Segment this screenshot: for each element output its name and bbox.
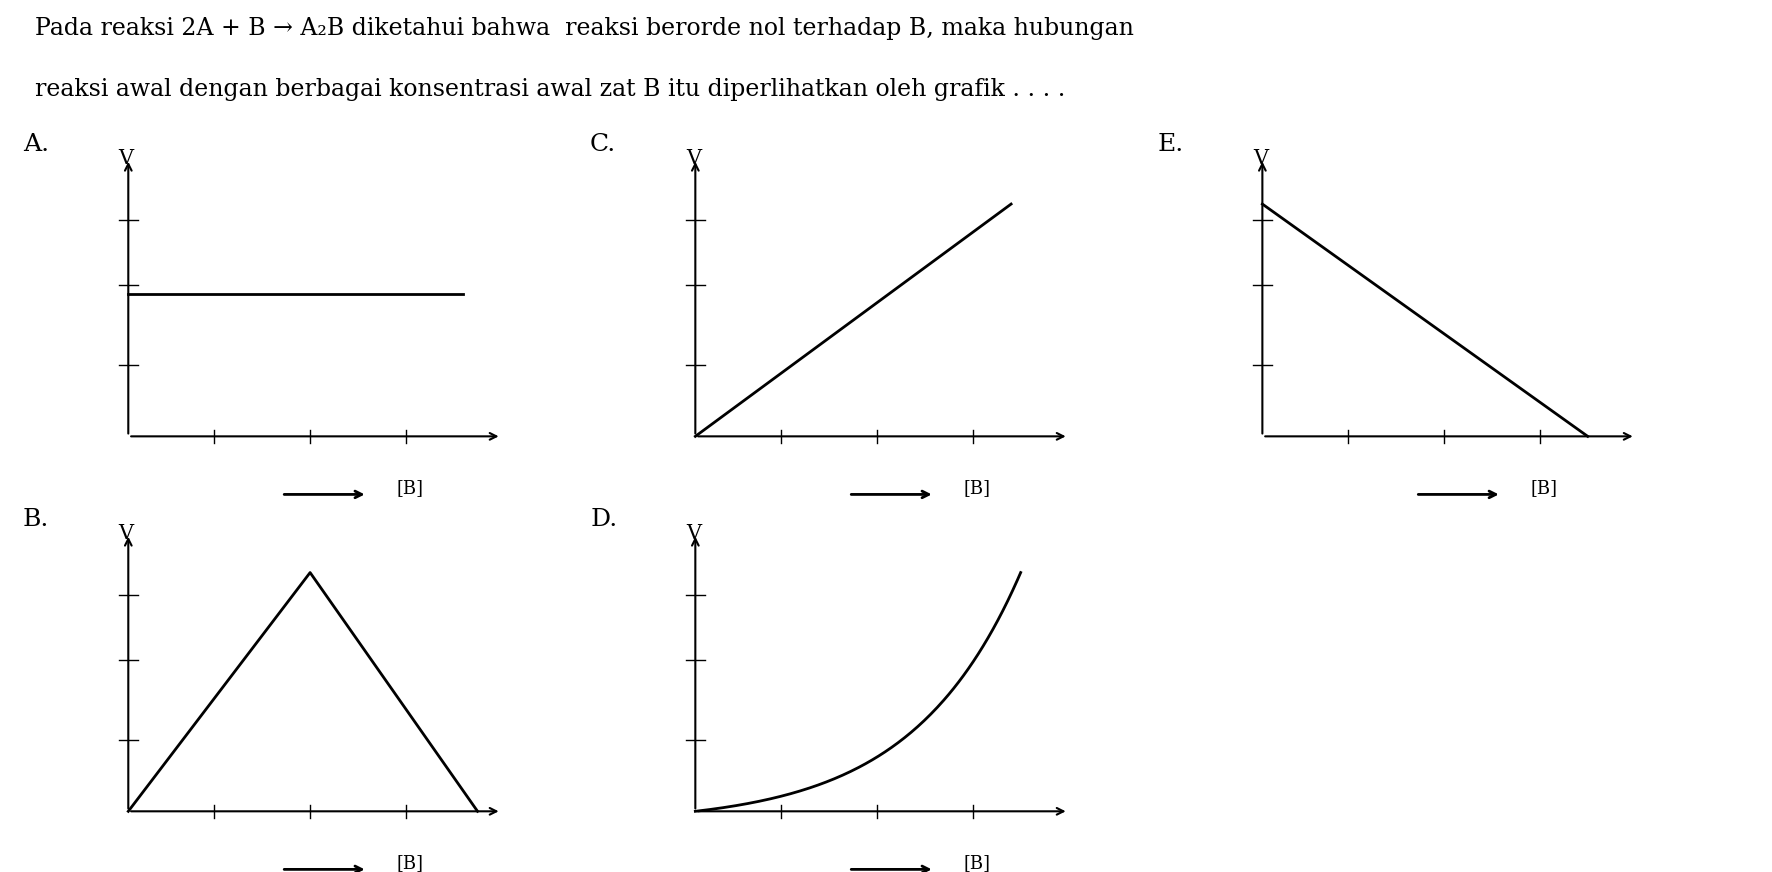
Text: [B]: [B] [1531,479,1558,497]
Text: V: V [119,524,135,543]
Text: V: V [1253,149,1269,168]
Text: V: V [686,524,702,543]
Text: E.: E. [1157,133,1184,156]
Text: D.: D. [590,508,617,531]
Text: C.: C. [590,133,617,156]
Text: [B]: [B] [964,479,991,497]
Text: B.: B. [23,508,50,531]
Text: V: V [119,149,135,168]
Text: Pada reaksi 2A + B → A₂B diketahui bahwa  reaksi berorde nol terhadap B, maka hu: Pada reaksi 2A + B → A₂B diketahui bahwa… [35,17,1134,40]
Text: [B]: [B] [397,479,424,497]
Text: A.: A. [23,133,50,156]
Text: V: V [686,149,702,168]
Text: [B]: [B] [964,854,991,872]
Text: reaksi awal dengan berbagai konsentrasi awal zat B itu diperlihatkan oleh grafik: reaksi awal dengan berbagai konsentrasi … [35,78,1065,101]
Text: [B]: [B] [397,854,424,872]
